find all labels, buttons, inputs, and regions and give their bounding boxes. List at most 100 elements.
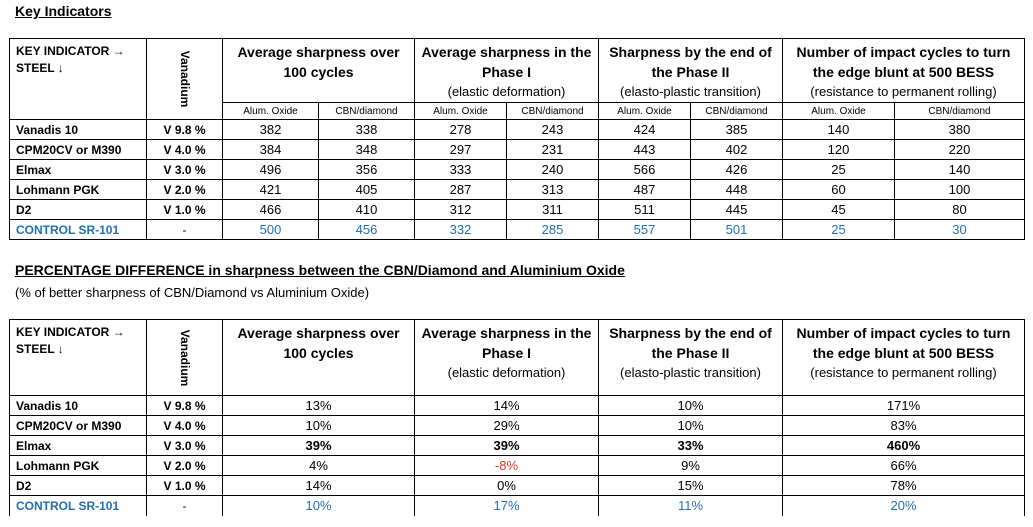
table-row: CPM20CV or M390 V 4.0 % 10% 29% 10% 83% (9, 415, 1025, 436)
value-cell: 220 (894, 139, 1025, 160)
section-subtitle: (% of better sharpness of CBN/Diamond vs… (15, 285, 370, 300)
corner-header: KEY INDICATOR → STEEL ↓ (9, 38, 147, 120)
value-cell: 380 (894, 119, 1025, 140)
table-row: Lohmann PGK V 2.0 % 421 405 287 313 487 … (9, 179, 1025, 200)
value-cell: 348 (318, 139, 415, 160)
percent-cell: 0% (414, 475, 599, 496)
header-impact-cycles: Number of impact cycles to turn the edge … (782, 38, 1025, 103)
percent-cell: 66% (782, 455, 1025, 476)
vanadium-value: V 3.0 % (146, 435, 223, 456)
percentage-difference-table: KEY INDICATOR → STEEL ↓ Vanadium Average… (9, 319, 1025, 516)
header-phase-1: Average sharpness in the Phase I (elastic … (414, 319, 599, 396)
steel-name: Lohmann PGK (9, 179, 147, 200)
percent-cell: 39% (222, 435, 415, 456)
value-cell: 30 (894, 219, 1025, 240)
steel-name: Elmax (9, 159, 147, 180)
table-row: Vanadis 10 V 9.8 % 382 338 278 243 424 3… (9, 119, 1025, 140)
value-cell: 100 (894, 179, 1025, 200)
corner-line-steel: STEEL ↓ (16, 61, 64, 75)
value-cell: 297 (414, 139, 507, 160)
table-row: Elmax V 3.0 % 39% 39% 33% 460% (9, 435, 1025, 456)
vanadium-value: - (146, 495, 223, 516)
value-cell: 466 (222, 199, 319, 220)
vanadium-value: V 9.8 % (146, 395, 223, 416)
subheader-cell: Alum. Oxide (222, 102, 319, 120)
steel-name: CONTROL SR-101 (9, 495, 147, 516)
value-cell: 501 (690, 219, 783, 240)
value-cell: 456 (318, 219, 415, 240)
percent-cell: 9% (598, 455, 783, 476)
percent-cell: 14% (222, 475, 415, 496)
value-cell: 402 (690, 139, 783, 160)
percent-cell-negative: -8% (414, 455, 599, 476)
value-cell: 443 (598, 139, 691, 160)
steel-name: Lohmann PGK (9, 455, 147, 476)
percent-cell: 78% (782, 475, 1025, 496)
vanadium-header: Vanadium (146, 38, 223, 120)
percent-cell: 460% (782, 435, 1025, 456)
value-cell: 287 (414, 179, 507, 200)
percent-cell: 39% (414, 435, 599, 456)
value-cell: 240 (506, 159, 599, 180)
value-cell: 140 (782, 119, 895, 140)
steel-name: Vanadis 10 (9, 119, 147, 140)
control-row: CONTROL SR-101 - 500 456 332 285 557 501… (9, 219, 1025, 240)
value-cell: 500 (222, 219, 319, 240)
corner-header: KEY INDICATOR → STEEL ↓ (9, 319, 147, 396)
subheader-cell: CBN/diamond (894, 102, 1025, 120)
steel-name: CPM20CV or M390 (9, 415, 147, 436)
corner-line-steel: STEEL ↓ (16, 342, 64, 356)
value-cell: 445 (690, 199, 783, 220)
percent-cell: 14% (414, 395, 599, 416)
header-average-sharpness: Average sharpness over 100 cycles (222, 38, 415, 103)
value-cell: 410 (318, 199, 415, 220)
vanadium-value: V 9.8 % (146, 119, 223, 140)
percent-cell: 20% (782, 495, 1025, 516)
vanadium-value: V 3.0 % (146, 159, 223, 180)
vanadium-value: - (146, 219, 223, 240)
header-phase-2: Sharpness by the end of the Phase II (elas… (598, 319, 783, 396)
value-cell: 231 (506, 139, 599, 160)
value-cell: 120 (782, 139, 895, 160)
percent-cell: 10% (222, 415, 415, 436)
value-cell: 311 (506, 199, 599, 220)
value-cell: 421 (222, 179, 319, 200)
value-cell: 385 (690, 119, 783, 140)
value-cell: 140 (894, 159, 1025, 180)
steel-name: CPM20CV or M390 (9, 139, 147, 160)
table-row: D2 V 1.0 % 466 410 312 311 511 445 45 80 (9, 199, 1025, 220)
percent-cell: 11% (598, 495, 783, 516)
value-cell: 313 (506, 179, 599, 200)
value-cell: 566 (598, 159, 691, 180)
value-cell: 312 (414, 199, 507, 220)
subheader-cell: CBN/diamond (690, 102, 783, 120)
value-cell: 487 (598, 179, 691, 200)
percent-cell: 4% (222, 455, 415, 476)
table-row: Elmax V 3.0 % 496 356 333 240 566 426 25… (9, 159, 1025, 180)
header-impact-cycles: Number of impact cycles to turn the edge … (782, 319, 1025, 396)
table-row: CPM20CV or M390 V 4.0 % 384 348 297 231 … (9, 139, 1025, 160)
value-cell: 405 (318, 179, 415, 200)
subheader-cell: Alum. Oxide (782, 102, 895, 120)
percent-cell: 33% (598, 435, 783, 456)
percent-cell: 29% (414, 415, 599, 436)
percent-cell: 17% (414, 495, 599, 516)
vanadium-value: V 1.0 % (146, 475, 223, 496)
value-cell: 384 (222, 139, 319, 160)
value-cell: 333 (414, 159, 507, 180)
percent-cell: 10% (222, 495, 415, 516)
percent-cell: 10% (598, 395, 783, 416)
corner-line-indicator: KEY INDICATOR → (16, 44, 125, 58)
value-cell: 45 (782, 199, 895, 220)
subheader-cell: CBN/diamond (318, 102, 415, 120)
table-row: D2 V 1.0 % 14% 0% 15% 78% (9, 475, 1025, 496)
header-average-sharpness: Average sharpness over 100 cycles (222, 319, 415, 396)
subheader-cell: Alum. Oxide (598, 102, 691, 120)
steel-name: Elmax (9, 435, 147, 456)
steel-name: CONTROL SR-101 (9, 219, 147, 240)
table-row: Vanadis 10 V 9.8 % 13% 14% 10% 171% (9, 395, 1025, 416)
value-cell: 496 (222, 159, 319, 180)
header-phase-2: Sharpness by the end of the Phase II (elas… (598, 38, 783, 103)
value-cell: 448 (690, 179, 783, 200)
table-row: Lohmann PGK V 2.0 % 4% -8% 9% 66% (9, 455, 1025, 476)
